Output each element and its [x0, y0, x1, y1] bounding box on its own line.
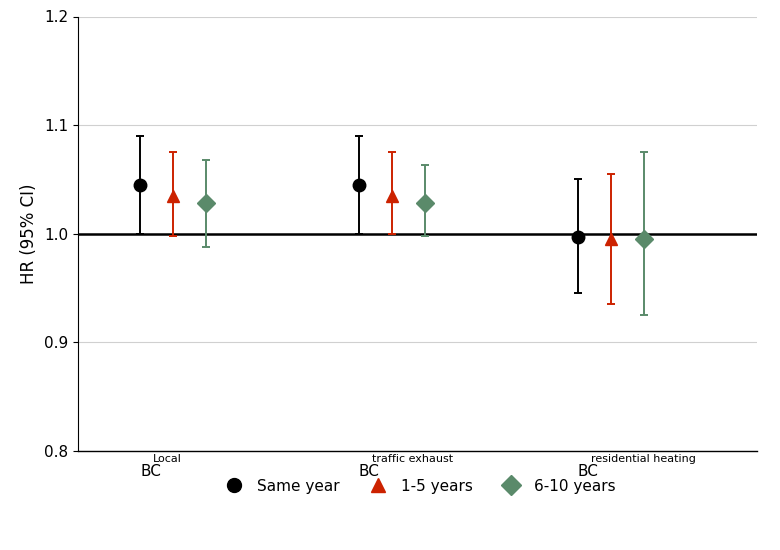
Text: traffic exhaust: traffic exhaust — [372, 454, 453, 464]
Text: residential heating: residential heating — [591, 454, 696, 464]
Text: BC: BC — [140, 464, 161, 479]
Text: BC: BC — [359, 464, 380, 479]
Text: BC: BC — [578, 464, 599, 479]
Y-axis label: HR (95% CI): HR (95% CI) — [20, 184, 38, 284]
Text: Local: Local — [153, 454, 182, 464]
Legend: Same year, 1-5 years, 6-10 years: Same year, 1-5 years, 6-10 years — [213, 472, 622, 500]
